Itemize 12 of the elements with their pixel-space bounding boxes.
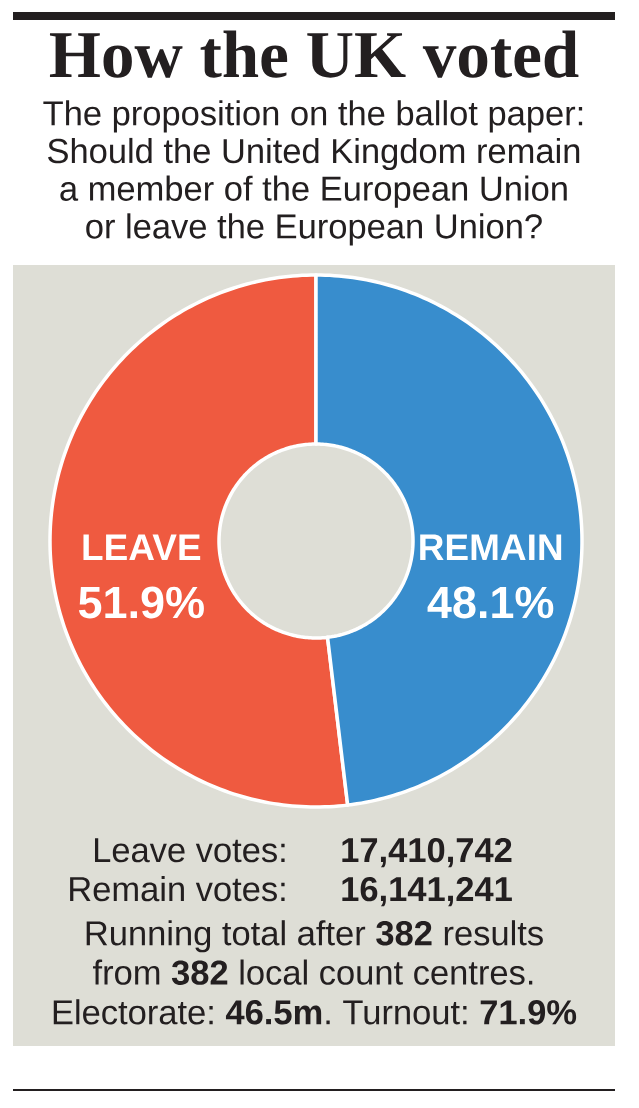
text: Remain votes: <box>70 876 285 902</box>
text: Leave votes: <box>94 838 285 863</box>
chart-subtitle: The proposition on the ballot paper: Should the United Kingdom remain a member of the European Union or leave the European Union? <box>43 100 583 246</box>
text: 17,410,742 <box>342 837 512 868</box>
text: Running total after 382 results from 382 local count centres. <box>86 920 543 985</box>
data-label: 48.1% <box>427 586 554 619</box>
slice-label: REMAIN <box>420 534 562 561</box>
chart-title: How the UK voted <box>49 30 579 78</box>
slice-label: LEAVE <box>83 534 201 561</box>
text: Electorate: 46.5m. Turnout: 71.9% <box>53 999 577 1025</box>
data-label: 51.9% <box>78 586 204 619</box>
text: 16,141,241 <box>342 876 512 907</box>
